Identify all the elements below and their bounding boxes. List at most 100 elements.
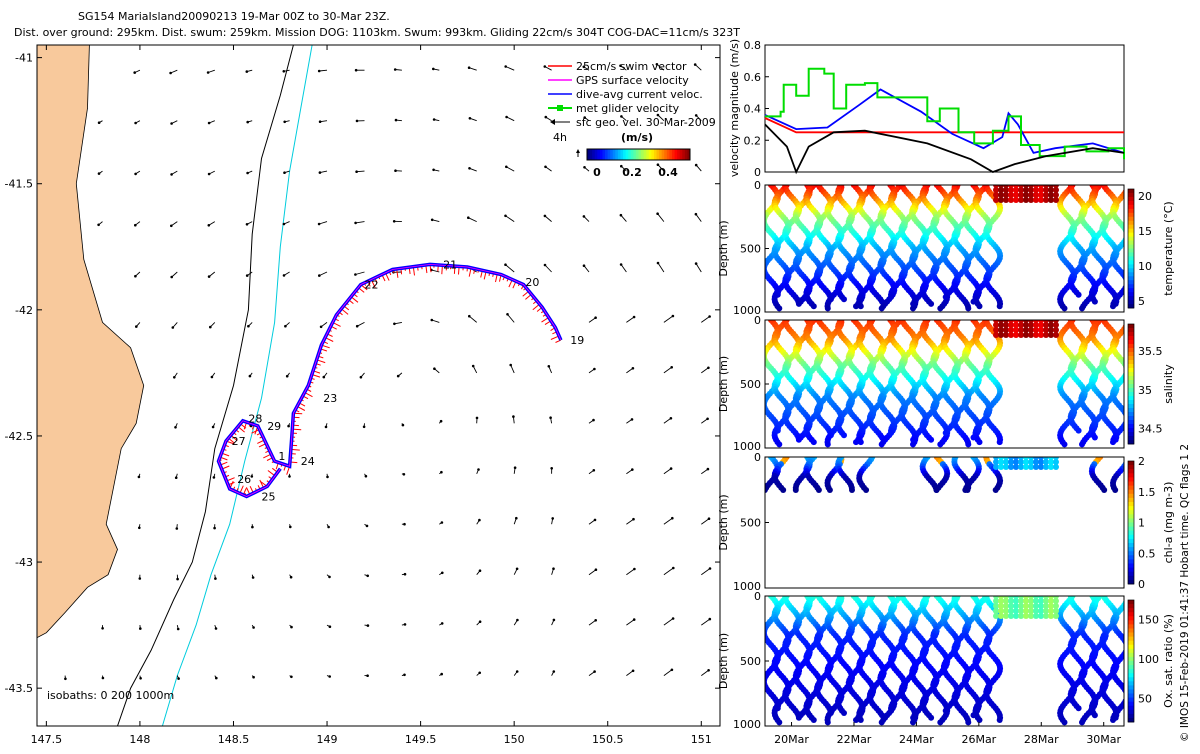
arrow-head: [283, 171, 286, 174]
arrow-head: [170, 122, 173, 125]
section-colorbar-swatch: [1128, 572, 1134, 577]
section-colorbar-swatch: [1128, 260, 1134, 264]
section-colorbar-swatch: [1128, 292, 1134, 296]
arrow-head: [395, 119, 398, 122]
arrow-head: [695, 164, 698, 167]
arrow-head: [177, 677, 180, 680]
section-sample: [849, 487, 855, 493]
section-sample: [1122, 409, 1128, 415]
arrow-head: [289, 526, 292, 529]
arrow-head: [318, 223, 321, 226]
arrow-head: [366, 525, 369, 528]
arrow-head: [366, 575, 369, 578]
arrow-head: [138, 527, 141, 530]
arrow-head: [209, 326, 212, 329]
section-ytick-label: 0: [754, 314, 761, 327]
section-colorbar-swatch: [1128, 416, 1134, 420]
day-label: 21: [443, 258, 457, 271]
section-surface-sample: [1053, 464, 1059, 470]
section-sample: [943, 294, 949, 300]
section-colorbar-tick: 2: [1138, 455, 1145, 468]
section-colorbar-swatch: [1128, 205, 1134, 209]
arrow-head: [504, 263, 507, 266]
colorbar-swatch: [597, 149, 600, 160]
section-colorbar-swatch: [1128, 340, 1134, 344]
arrow-head: [595, 568, 598, 571]
arrow-head: [504, 215, 507, 218]
section-sample: [1110, 439, 1116, 445]
arrow-head: [468, 66, 471, 69]
arrow-head: [214, 577, 217, 580]
section-sample: [776, 719, 782, 725]
colorbar-swatch: [667, 149, 670, 160]
section-sample: [943, 430, 949, 436]
colorbar-swatch: [659, 149, 662, 160]
colorbar-swatch: [680, 149, 683, 160]
section-sample: [796, 301, 802, 307]
arrow-head: [170, 276, 173, 279]
section-colorbar-swatch: [1128, 482, 1134, 487]
map-ytick-label: -43: [15, 556, 33, 569]
arrow-head: [208, 122, 211, 125]
section-sample: [910, 301, 916, 307]
section-sample: [1079, 441, 1085, 447]
arrow-head: [656, 212, 659, 215]
arrow-head: [366, 674, 369, 677]
section-colorbar-tick: 0.5: [1138, 547, 1156, 560]
arrow-head: [695, 213, 698, 216]
section-sample: [1092, 299, 1098, 305]
section-colorbar-swatch: [1128, 264, 1134, 268]
section-sample: [780, 487, 786, 493]
section-sample: [977, 303, 983, 309]
arrow-head: [252, 626, 255, 629]
section-colorbar-swatch: [1128, 376, 1134, 380]
section-sample: [1110, 303, 1116, 309]
section-sample: [796, 437, 802, 443]
section-colorbar-swatch: [1128, 360, 1134, 364]
map-xtick-label: 148: [129, 733, 150, 746]
section-colorbar-swatch: [1128, 344, 1134, 348]
arrow-head: [706, 418, 709, 421]
arrow-head: [326, 476, 329, 479]
day-label: 1: [278, 450, 285, 463]
section-sample: [841, 432, 847, 438]
legend-met: met glider velocity: [576, 102, 680, 115]
arrow-head: [134, 173, 137, 176]
section-colorbar-swatch: [1128, 217, 1134, 221]
section-colorbar-swatch: [1128, 328, 1134, 332]
colorbar-swatch: [662, 149, 665, 160]
section-colorbar-label: salinity: [1162, 364, 1175, 404]
arrow-head: [479, 620, 482, 623]
section-colorbar-swatch: [1128, 514, 1134, 519]
arrow-head: [504, 65, 507, 68]
section-sample: [937, 441, 943, 447]
colorbar-swatch: [649, 149, 652, 160]
colorbar-swatch: [633, 149, 636, 160]
section-colorbar-swatch: [1128, 510, 1134, 515]
colorbar-swatch: [651, 149, 654, 160]
section-colorbar-swatch: [1128, 400, 1134, 404]
arrow-head: [516, 619, 519, 622]
arrow-head: [403, 674, 406, 677]
arrow-head: [328, 576, 331, 579]
colorbar-swatch: [613, 149, 616, 160]
section-body: [761, 593, 1130, 726]
section-colorbar-swatch: [1128, 201, 1134, 205]
section-sample: [888, 294, 894, 300]
arrow-head: [544, 166, 547, 169]
arrow-head: [632, 367, 635, 370]
colorbar-swatch: [631, 149, 634, 160]
arrow-head: [441, 622, 444, 625]
arrow-head: [208, 224, 211, 227]
map-xtick-label: 150: [504, 733, 525, 746]
arrow-head: [64, 678, 67, 681]
velocity-ytick-label: 0.4: [744, 103, 762, 116]
arrow-head: [246, 121, 249, 124]
arrow-head: [134, 122, 137, 125]
map-ytick-label: -41.5: [5, 178, 33, 191]
section-colorbar-swatch: [1128, 465, 1134, 470]
section-surface-sample: [1053, 197, 1059, 203]
section-sample: [841, 710, 847, 716]
arrow-head: [246, 223, 249, 226]
